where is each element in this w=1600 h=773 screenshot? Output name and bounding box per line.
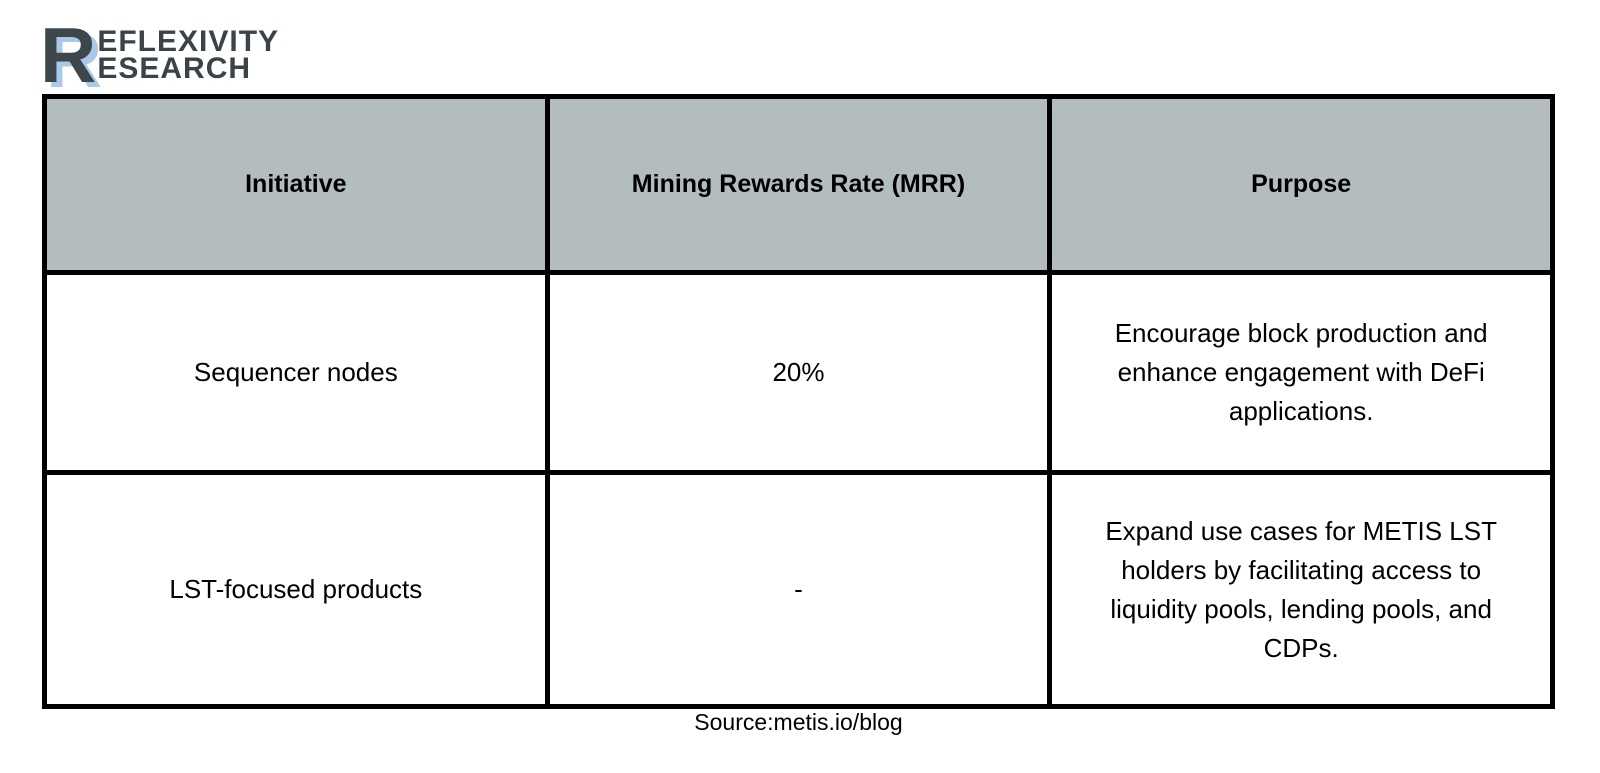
cell-mrr-sequencer-nodes: 20% bbox=[544, 270, 1053, 475]
table-row: Sequencer nodes 20% Encourage block prod… bbox=[42, 270, 1555, 475]
cell-mrr-lst-products: - bbox=[544, 470, 1053, 709]
purpose-text: Encourage block production and enhance e… bbox=[1114, 318, 1488, 426]
logo-big-r: R bbox=[40, 11, 96, 99]
source-citation: Source:metis.io/blog bbox=[694, 709, 903, 735]
cell-initiative-lst-products: LST-focused products bbox=[42, 470, 550, 709]
table-row: LST-focused products - Expand use cases … bbox=[42, 470, 1555, 709]
reflexivity-research-logo: R EFLEXIVITY ESEARCH bbox=[40, 11, 280, 99]
cell-initiative-sequencer-nodes: Sequencer nodes bbox=[42, 270, 550, 475]
initiatives-table-container: Initiative Mining Rewards Rate (MRR) Pur… bbox=[42, 94, 1555, 709]
logo-line-1: EFLEXIVITY bbox=[97, 25, 280, 58]
cell-purpose-lst-products: Expand use cases for METIS LST holders b… bbox=[1047, 470, 1555, 709]
header-initiative: Initiative bbox=[42, 94, 550, 275]
logo-wordmark: EFLEXIVITY ESEARCH bbox=[97, 25, 280, 85]
logo-line-2: ESEARCH bbox=[97, 52, 252, 85]
header-purpose: Purpose bbox=[1047, 94, 1555, 275]
header-row: Initiative Mining Rewards Rate (MRR) Pur… bbox=[42, 94, 1555, 275]
header-mrr: Mining Rewards Rate (MRR) bbox=[544, 94, 1053, 275]
initiatives-table: Initiative Mining Rewards Rate (MRR) Pur… bbox=[42, 94, 1555, 709]
cell-purpose-sequencer-nodes: Encourage block production and enhance e… bbox=[1047, 270, 1555, 475]
purpose-text: Expand use cases for METIS LST holders b… bbox=[1105, 515, 1497, 663]
